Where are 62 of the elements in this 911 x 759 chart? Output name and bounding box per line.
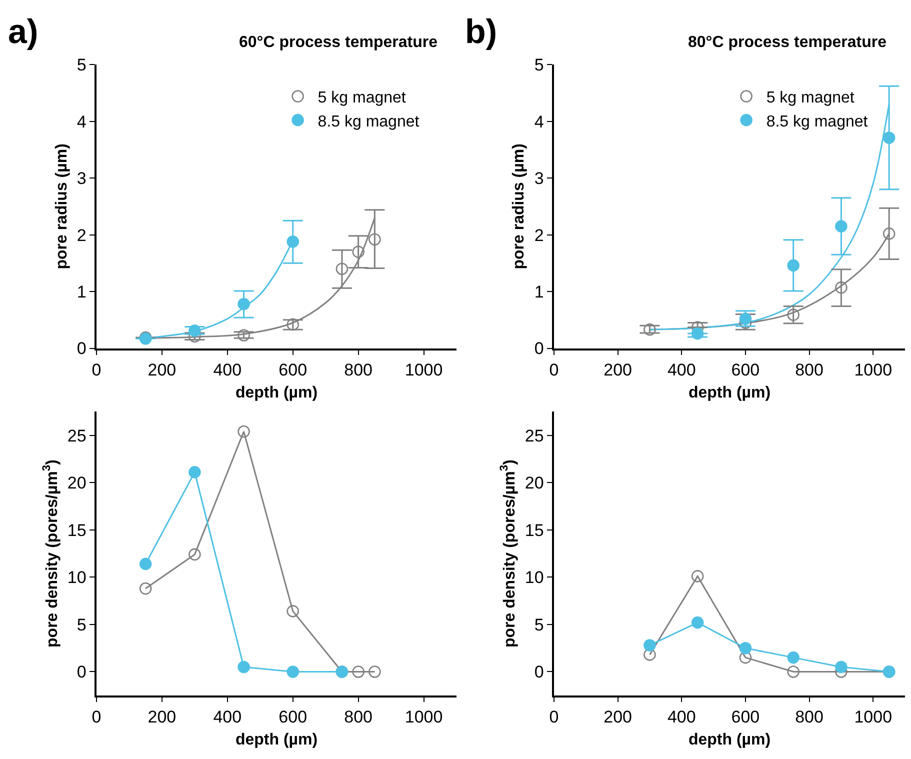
x-tick-label: 800 — [344, 360, 373, 380]
y-tick-label: 0 — [534, 662, 544, 682]
chart-title: 60°C process temperature — [239, 34, 438, 51]
y-tick-label: 5 — [76, 615, 86, 634]
y-tick-label: 10 — [524, 568, 544, 588]
y-tick-label: 3 — [534, 169, 544, 188]
x-tick-label: 400 — [667, 360, 696, 380]
x-tick-label: 0 — [549, 360, 559, 380]
y-tick-label: 5 — [534, 615, 544, 634]
y-tick-label: 0 — [534, 339, 544, 358]
y-tick-label: 2 — [534, 226, 544, 245]
legend-label: 8.5 kg magnet — [766, 113, 868, 130]
x-tick-label: 1000 — [404, 708, 443, 727]
y-tick-label: 10 — [67, 568, 86, 588]
x-tick-label: 600 — [278, 708, 308, 727]
x-tick-label: 200 — [604, 360, 632, 380]
x-tick-label: 600 — [731, 708, 760, 727]
text: a) — [8, 13, 38, 51]
y-tick-label: 4 — [76, 112, 86, 132]
x-tick-label: 200 — [148, 360, 176, 380]
legend-label: 5 kg magnet — [318, 90, 406, 107]
chart-title: 80°C process temperature — [688, 34, 887, 51]
y-tick-label: 20 — [67, 474, 86, 493]
x-tick-label: 400 — [213, 708, 242, 727]
x-tick-label: 1000 — [854, 360, 892, 380]
x-tick-label: 1000 — [404, 360, 443, 380]
y-axis-title: pore radius (µm) — [510, 144, 528, 270]
y-tick-label: 0 — [76, 662, 86, 682]
x-tick-label: 800 — [795, 708, 824, 727]
x-tick-label: 0 — [92, 360, 102, 380]
x-tick-label: 600 — [731, 360, 760, 380]
x-axis-title: depth (µm) — [688, 732, 771, 749]
x-tick-label: 800 — [795, 360, 824, 380]
y-tick-label: 5 — [76, 56, 86, 75]
x-tick-label: 800 — [344, 708, 373, 727]
y-tick-label: 1 — [534, 282, 544, 302]
x-axis-title: depth (µm) — [235, 732, 318, 749]
y-tick-label: 25 — [524, 426, 544, 446]
text: b) — [465, 13, 498, 51]
x-tick-label: 600 — [278, 360, 308, 380]
y-tick-label: 4 — [534, 112, 544, 132]
y-tick-label: 25 — [67, 426, 86, 446]
x-tick-label: 0 — [92, 708, 102, 727]
y-tick-label: 3 — [76, 169, 86, 188]
x-tick-label: 200 — [148, 708, 176, 727]
x-axis-title: depth (µm) — [688, 384, 771, 402]
y-tick-label: 15 — [524, 520, 544, 540]
legend-label: 5 kg magnet — [766, 90, 855, 107]
y-tick-label: 1 — [76, 282, 86, 302]
y-tick-label: 15 — [67, 520, 86, 540]
x-tick-label: 400 — [667, 708, 696, 727]
x-tick-label: 1000 — [854, 708, 892, 727]
y-tick-label: 0 — [76, 339, 86, 358]
y-tick-label: 20 — [524, 474, 544, 493]
x-tick-label: 0 — [549, 708, 559, 727]
x-axis-title: depth (µm) — [235, 384, 318, 402]
y-tick-label: 5 — [534, 56, 544, 75]
y-tick-label: 2 — [76, 226, 86, 245]
x-tick-label: 200 — [604, 708, 632, 727]
x-tick-label: 400 — [213, 360, 242, 380]
y-axis-title: pore radius (µm) — [53, 144, 70, 270]
legend-label: 8.5 kg magnet — [318, 113, 420, 130]
